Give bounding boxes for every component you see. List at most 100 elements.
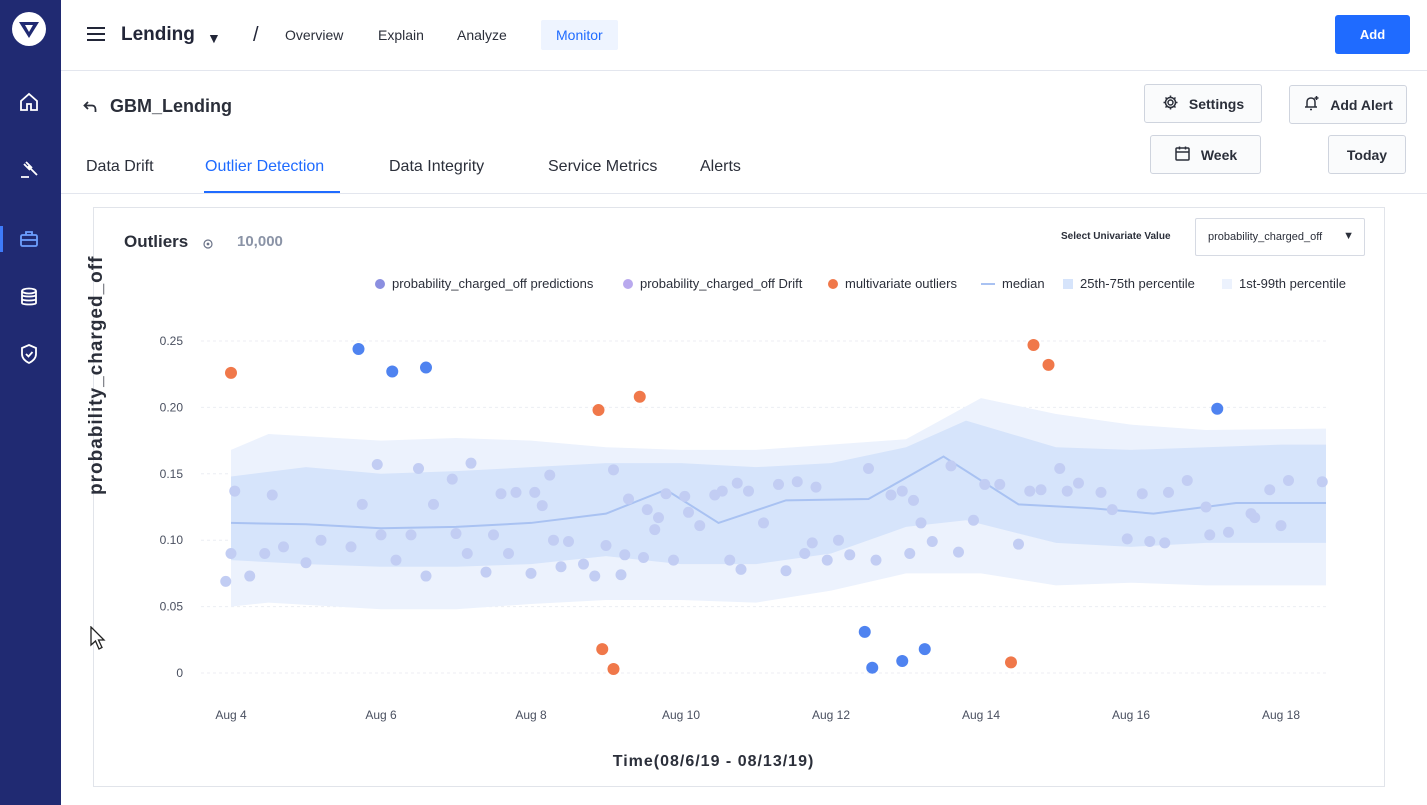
tab-outlier-detection[interactable]: Outlier Detection [205, 158, 325, 175]
add-alert-button[interactable]: Add Alert [1289, 85, 1407, 124]
drift-point [352, 342, 365, 355]
hamburger-menu-icon[interactable] [87, 26, 105, 42]
legend-item[interactable]: 25th-75th percentile [1063, 276, 1195, 291]
database-icon[interactable] [16, 284, 42, 310]
shield-icon[interactable] [16, 341, 42, 367]
prediction-point [503, 547, 514, 559]
prediction-point [649, 524, 661, 536]
prediction-point [615, 569, 627, 581]
prediction-point [1275, 520, 1287, 532]
sidebar [0, 0, 61, 805]
legend-label: probability_charged_off Drift [640, 276, 803, 291]
calendar-icon [1174, 145, 1191, 165]
add-button[interactable]: Add [1335, 15, 1410, 54]
legend-item[interactable]: 1st-99th percentile [1222, 276, 1346, 291]
x-tick-label: Aug 4 [215, 708, 247, 722]
today-button[interactable]: Today [1328, 135, 1406, 174]
prediction-point [926, 536, 938, 548]
prediction-point [1249, 512, 1261, 524]
prediction-point [390, 554, 402, 566]
multivariate-outlier-point [633, 390, 646, 403]
y-axis-label: probability_charged_off [86, 255, 107, 495]
sidebar-active-indicator [0, 226, 3, 252]
nav-overview[interactable]: Overview [285, 27, 344, 43]
percentile-25-75-band [231, 420, 1326, 567]
mouse-cursor-icon [90, 626, 106, 650]
prediction-point [480, 566, 492, 578]
x-tick-label: Aug 6 [365, 708, 397, 722]
x-tick-label: Aug 8 [515, 708, 547, 722]
gavel-icon[interactable] [16, 156, 42, 182]
legend-swatch-icon [1063, 278, 1073, 289]
tab-service-metrics[interactable]: Service Metrics [548, 158, 658, 175]
prediction-point [896, 485, 908, 497]
prediction-point [844, 549, 856, 561]
prediction-point [979, 478, 991, 490]
breadcrumb-separator: / [253, 24, 259, 46]
y-tick-label: 0.20 [160, 400, 184, 414]
prediction-point [1073, 477, 1084, 489]
prediction-point [589, 570, 601, 582]
legend-dot-icon [623, 278, 633, 289]
settings-button[interactable]: Settings [1144, 84, 1262, 123]
week-button[interactable]: Week [1150, 135, 1261, 174]
prediction-point [810, 481, 822, 493]
prediction-point [1095, 486, 1107, 498]
back-arrow-icon[interactable] [83, 100, 97, 114]
tab-alerts[interactable]: Alerts [700, 158, 741, 175]
info-icon[interactable] [203, 236, 213, 249]
y-tick-label: 0.25 [160, 334, 184, 348]
prediction-point [225, 547, 237, 559]
prediction-point [735, 563, 747, 575]
legend-item[interactable]: probability_charged_off predictions [375, 276, 593, 291]
tab-data-integrity[interactable]: Data Integrity [389, 158, 485, 175]
prediction-point [278, 541, 289, 553]
legend-dot-icon [828, 278, 838, 289]
prediction-point [758, 517, 769, 529]
legend-label: multivariate outliers [845, 276, 957, 291]
settings-label: Settings [1188, 95, 1245, 112]
prediction-point [1121, 533, 1133, 545]
home-icon[interactable] [16, 89, 42, 115]
prediction-point [1106, 504, 1118, 516]
x-tick-label: Aug 16 [1112, 708, 1150, 722]
prediction-point [863, 462, 874, 474]
prediction-point [1035, 484, 1047, 496]
prediction-point [525, 567, 537, 579]
legend-label: 25th-75th percentile [1080, 276, 1195, 291]
y-tick-label: 0.10 [160, 533, 184, 547]
prediction-point [220, 575, 232, 587]
prediction-point [660, 488, 672, 500]
x-tick-label: Aug 10 [662, 708, 700, 722]
legend-item[interactable]: probability_charged_off Drift [623, 276, 802, 291]
nav-monitor[interactable]: Monitor [541, 20, 618, 50]
tab-data-drift[interactable]: Data Drift [86, 158, 154, 175]
briefcase-icon[interactable] [16, 226, 42, 252]
univariate-select[interactable]: probability_charged_off ▼ [1195, 218, 1365, 256]
logo-icon[interactable] [12, 12, 46, 46]
legend-item[interactable]: multivariate outliers [828, 276, 957, 291]
prediction-point [244, 570, 256, 582]
prediction-point [405, 529, 417, 541]
prediction-point [420, 570, 432, 582]
prediction-point [915, 517, 927, 529]
prediction-point [371, 459, 383, 471]
prediction-point [1316, 476, 1328, 488]
legend-item[interactable]: median [981, 276, 1045, 291]
project-name[interactable]: Lending [121, 24, 195, 45]
nav-analyze[interactable]: Analyze [457, 27, 507, 43]
chevron-down-icon[interactable]: ▼ [207, 30, 221, 46]
legend-label: 1st-99th percentile [1239, 276, 1346, 291]
prediction-point [821, 554, 833, 566]
prediction-point [450, 528, 462, 540]
nav-explain[interactable]: Explain [378, 27, 424, 43]
y-tick-label: 0.15 [160, 467, 184, 481]
prediction-point [555, 561, 567, 573]
prediction-point [1024, 485, 1036, 497]
prediction-point [806, 537, 818, 549]
prediction-point [465, 457, 477, 469]
prediction-point [953, 546, 964, 558]
week-label: Week [1200, 146, 1238, 163]
legend-label: median [1002, 276, 1045, 291]
x-tick-label: Aug 18 [1262, 708, 1300, 722]
